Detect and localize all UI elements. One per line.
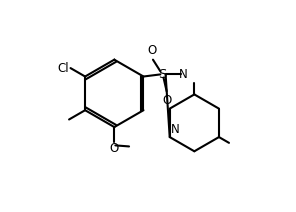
Text: O: O [110, 142, 119, 155]
Text: O: O [162, 94, 171, 107]
Text: N: N [179, 68, 188, 81]
Text: N: N [171, 123, 179, 136]
Text: O: O [147, 43, 157, 57]
Text: S: S [158, 68, 167, 81]
Text: Cl: Cl [57, 62, 69, 75]
